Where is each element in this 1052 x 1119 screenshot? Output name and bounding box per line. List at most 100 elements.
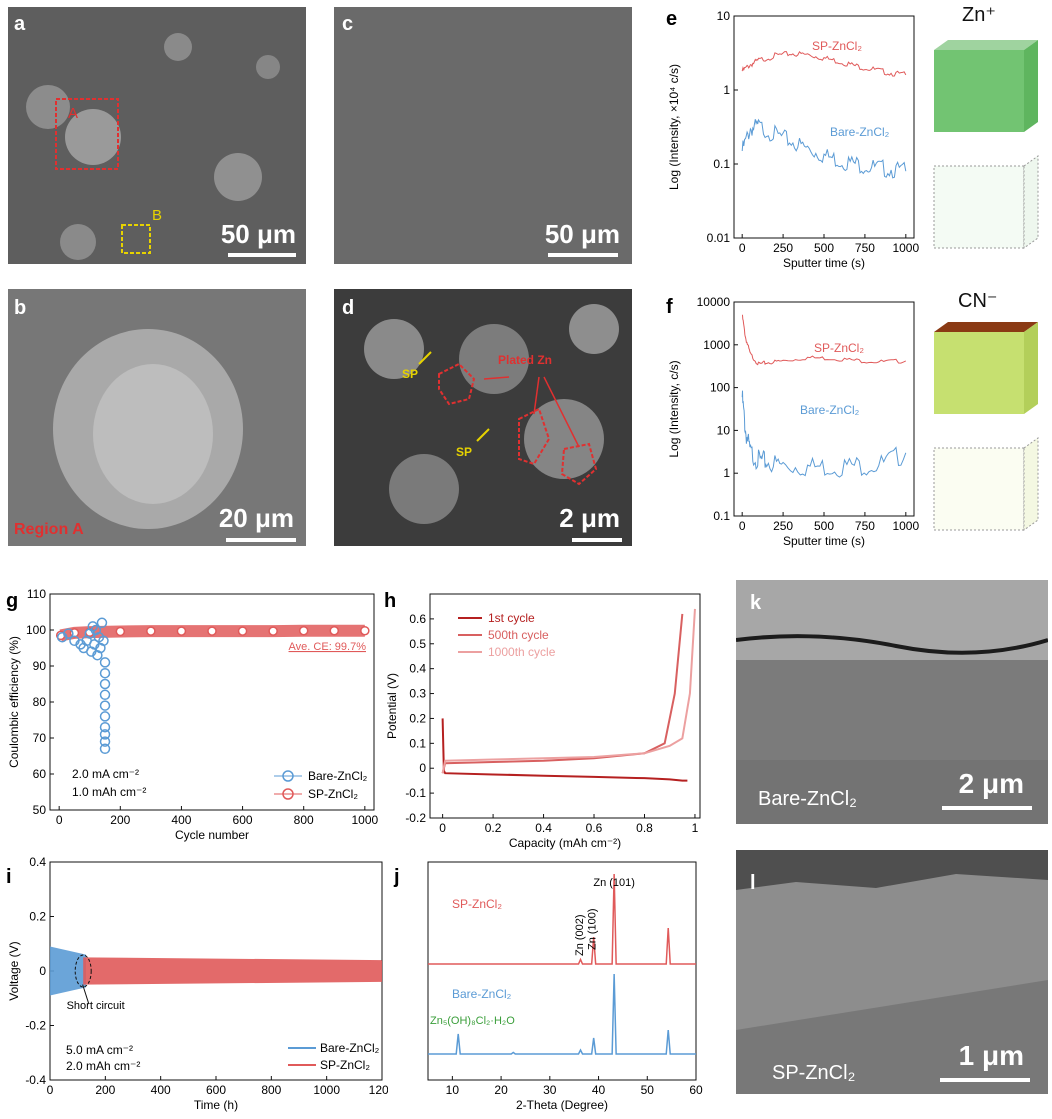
marker-sp-zncl2 <box>115 626 126 637</box>
x-tick-label: 200 <box>95 1083 115 1097</box>
sem-texture-c <box>334 7 632 264</box>
sem-texture-a <box>8 7 306 264</box>
marker-bare-zncl2 <box>99 657 111 668</box>
y-tick-label: 1 <box>723 466 730 480</box>
y-tick-label: 0.2 <box>409 711 426 725</box>
y-tick-label: 0.5 <box>409 637 426 651</box>
peak-label-zn-101: Zn (101) <box>593 877 635 889</box>
marker-bare-zncl2 <box>99 678 111 690</box>
panel-letter-e: e <box>666 8 678 30</box>
y-tick-label: -0.2 <box>405 811 426 825</box>
x-tick-label: 40 <box>592 1083 606 1097</box>
series-line-bare-zncl2 <box>741 118 907 179</box>
scale-bar-b <box>226 538 296 542</box>
x-tick-label: 30 <box>543 1083 557 1097</box>
legend-label-sp-zncl2: SP-ZnCl₂ <box>320 1058 370 1072</box>
legend-label-1st-cycle: 1st cycle <box>488 611 535 625</box>
x-axis-label: Capacity (mAh cm⁻²) <box>509 836 621 850</box>
panel-letter-d: d <box>342 297 355 319</box>
x-tick-label: 750 <box>855 241 875 255</box>
peak-label-zn-002: Zn (002) <box>574 914 586 956</box>
marker-sp-zncl2 <box>176 626 187 636</box>
panel-letter-c: c <box>342 13 354 35</box>
panel-letter-g: g <box>6 590 19 612</box>
sem-texture-l <box>736 850 1048 1094</box>
panel-letter-b: b <box>14 297 27 319</box>
x-tick-label: 0 <box>739 519 746 533</box>
ion-label-cn: CN⁻ <box>958 290 998 312</box>
panel-letter-j: j <box>394 866 400 888</box>
panel-letter-h: h <box>384 590 397 612</box>
xrd-pattern-bare-zncl2 <box>428 973 696 1055</box>
y-tick-label: 10000 <box>697 295 731 309</box>
chart-i: 0 200 400 600 800 1000 1200 -0.4 -0.2 0 0.2 0.4 Time… <box>7 856 388 1112</box>
x-axis-label: Cycle number <box>175 828 249 842</box>
x-tick-label: 1000 <box>351 813 378 827</box>
y-tick-label: 0.1 <box>713 509 730 523</box>
x-tick-label: 600 <box>233 813 253 827</box>
marker-bare-zncl2 <box>99 700 111 711</box>
ion-label-zn: Zn⁺ <box>962 4 996 26</box>
sp-label-2: SP <box>456 445 473 459</box>
series-line-cycle-2 <box>441 613 684 774</box>
scale-label-b: 20 μm <box>218 503 294 533</box>
y-tick-label: -0.2 <box>25 1019 46 1033</box>
x-tick-label: 400 <box>151 1083 171 1097</box>
series-line-cycle-3 <box>441 608 696 774</box>
x-tick-label: 200 <box>110 813 130 827</box>
x-axis-label: Time (h) <box>194 1098 238 1112</box>
condition-current: 5.0 mA cm⁻² <box>66 1043 133 1057</box>
x-tick-label: 0 <box>56 813 63 827</box>
legend-label-sp-zncl2: SP-ZnCl₂ <box>308 787 358 801</box>
x-tick-label: 0 <box>47 1083 54 1097</box>
x-tick-label: 800 <box>294 813 314 827</box>
series-line-bare-zncl2 <box>741 390 907 478</box>
condition-capacity: 1.0 mAh cm⁻² <box>72 785 146 799</box>
y-tick-label: 10 <box>717 423 731 437</box>
peak-label-zn-100: Zn (100) <box>587 908 599 950</box>
x-tick-label: 500 <box>814 519 834 533</box>
legend-label-bare-zncl2: Bare-ZnCl₂ <box>308 769 368 783</box>
marker-sp-zncl2 <box>146 626 156 636</box>
chart-g: 0 200 400 600 800 1000 50 60 70 80 90 100 110 Cycle n… <box>7 587 379 842</box>
sem-image-d: d SP SP Plated Zn 2 μm <box>334 289 632 546</box>
legend-label-bare-zncl2: Bare-ZnCl₂ <box>320 1041 380 1055</box>
y-axis-label: Log (Intensity, ×10⁴ c/s) <box>667 64 681 190</box>
series-label-sp-zncl2: SP-ZnCl₂ <box>812 39 862 53</box>
xrd-pattern-sp-zncl2 <box>428 873 696 965</box>
sample-label-l: SP-ZnCl₂ <box>772 1062 856 1084</box>
sem-image-b: b Region A 20 μm <box>8 289 306 546</box>
x-tick-label: 800 <box>261 1083 281 1097</box>
chart-j: 10 20 30 40 50 60 2-Theta (Degree) SP-ZnCl₂ Bare… <box>427 861 703 1112</box>
marker-sp-zncl2 <box>237 626 248 636</box>
marker-bare-zncl2 <box>96 617 108 629</box>
y-tick-label: 80 <box>33 695 47 709</box>
x-tick-label: 50 <box>641 1083 655 1097</box>
x-tick-label: 600 <box>206 1083 226 1097</box>
marker-sp-zncl2 <box>360 625 370 636</box>
x-tick-label: 10 <box>446 1083 460 1097</box>
y-axis-label: Coulombic efficiency (%) <box>7 636 21 768</box>
sem-texture-b <box>8 289 306 546</box>
panel-letter-a: a <box>14 13 26 35</box>
series-label-bare-zncl2: Bare-ZnCl₂ <box>800 403 860 417</box>
x-axis-label: Sputter time (s) <box>783 256 865 270</box>
series-band-bare-zncl2 <box>50 946 86 996</box>
short-circuit-marker <box>74 954 92 988</box>
y-tick-label: 0.1 <box>713 157 730 171</box>
condition-capacity: 2.0 mAh cm⁻² <box>66 1059 140 1073</box>
series-line-cycle-1 <box>441 718 688 782</box>
legend-label-1000th-cycle: 1000th cycle <box>488 645 556 659</box>
scale-label-k: 2 μm <box>958 768 1024 799</box>
ave-ce-annotation: Ave. CE: 99.7% <box>289 641 367 653</box>
sem-image-a: a A B 50 μm <box>8 7 306 264</box>
x-tick-label: 1000 <box>892 519 919 533</box>
series-line-sp-zncl2 <box>741 314 907 366</box>
y-tick-label: 0.2 <box>29 910 46 924</box>
marker-bare-zncl2 <box>63 628 74 639</box>
series-line-sp-zncl2 <box>741 50 907 77</box>
panel-letter-k: k <box>750 592 762 614</box>
x-tick-label: 0 <box>739 241 746 255</box>
x-tick-label: 0 <box>439 821 446 835</box>
